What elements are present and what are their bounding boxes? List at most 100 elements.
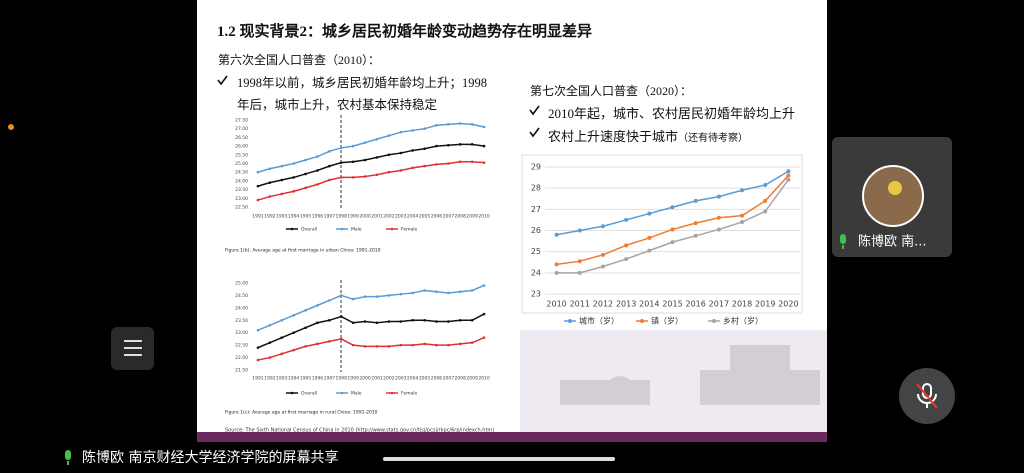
data-point [363, 158, 367, 162]
x-tick-label: 1993 [276, 214, 288, 220]
data-point [447, 320, 450, 323]
data-point [647, 211, 652, 216]
data-point [624, 257, 629, 262]
data-point [647, 235, 652, 240]
mute-icon [916, 383, 938, 409]
avatar-figure [888, 181, 902, 195]
x-tick-label: 2008 [455, 376, 467, 382]
data-point [328, 340, 331, 343]
x-tick-label: 1999 [347, 214, 359, 220]
data-point [316, 183, 319, 186]
y-tick-label: 29 [531, 163, 541, 172]
y-tick-label: 24.00 [235, 305, 248, 311]
data-point [423, 127, 426, 130]
legend-label: Male [351, 391, 362, 397]
x-tick-label: 2018 [732, 300, 752, 309]
x-tick-label: 2017 [709, 300, 729, 309]
data-point [339, 315, 343, 318]
data-point [280, 336, 284, 339]
data-point [786, 169, 791, 174]
legend-label: 乡村（岁） [723, 316, 763, 326]
data-point [339, 146, 343, 150]
data-point [339, 176, 343, 179]
x-tick-label: 2009 [466, 376, 478, 382]
y-tick-label: 22.50 [235, 205, 248, 211]
data-point [670, 240, 675, 245]
data-point [351, 160, 355, 164]
legend-marker [340, 227, 344, 231]
data-point [316, 169, 319, 172]
data-point [482, 312, 486, 316]
x-tick-label: 2011 [570, 300, 590, 309]
y-tick-label: 28 [531, 184, 541, 193]
x-tick-label: 2004 [407, 214, 419, 220]
data-point [363, 141, 367, 144]
x-tick-label: 2015 [662, 300, 682, 309]
x-tick-label: 1997 [324, 376, 336, 382]
data-point [268, 356, 272, 359]
data-point [647, 248, 652, 253]
x-tick-label: 1994 [288, 214, 300, 220]
census7-heading: 第七次全国人口普查（2020）： [530, 84, 693, 98]
x-tick-label: 2002 [383, 214, 395, 220]
x-tick-label: 2013 [616, 300, 636, 309]
legend-label: Overall [301, 391, 317, 397]
data-point [256, 328, 260, 332]
data-point [435, 144, 438, 148]
data-point [458, 342, 462, 346]
data-point [304, 186, 307, 190]
data-point [304, 172, 307, 176]
data-point [387, 294, 391, 297]
data-point [435, 163, 438, 166]
data-point [328, 178, 331, 182]
y-tick-label: 23.50 [235, 187, 248, 193]
data-point [740, 213, 745, 218]
data-point [470, 318, 474, 322]
data-point [482, 125, 486, 129]
participant-avatar [862, 165, 924, 227]
x-tick-label: 1991 [252, 376, 264, 382]
checkmarks [217, 75, 540, 138]
data-point [693, 221, 698, 226]
y-tick-label: 26.50 [235, 135, 248, 141]
mic-icon [840, 234, 846, 249]
data-point [577, 228, 582, 233]
data-point [363, 345, 367, 348]
data-point [482, 336, 486, 339]
x-tick-label: 1999 [347, 376, 359, 382]
data-point [577, 270, 582, 275]
data-point [411, 343, 414, 347]
data-point [339, 294, 343, 297]
x-tick-label: 2001 [371, 376, 383, 382]
x-tick-label: 2000 [359, 376, 371, 382]
data-point [624, 243, 629, 248]
data-point [304, 345, 307, 348]
data-point [786, 177, 791, 182]
data-point [716, 215, 721, 220]
data-point [304, 309, 307, 312]
data-point [447, 291, 450, 295]
legend-marker [390, 391, 394, 395]
data-point [387, 134, 391, 137]
data-point [435, 123, 438, 127]
data-point [423, 318, 426, 322]
data-point [256, 198, 260, 202]
y-tick-label: 26 [531, 226, 541, 235]
share-label: 陈博欧 南京财经大学经济学院的屏幕共享 [82, 449, 338, 466]
x-tick-label: 1992 [264, 214, 276, 220]
page-indicator [383, 457, 615, 461]
data-point [280, 192, 284, 196]
data-point [339, 337, 343, 341]
data-point [328, 150, 331, 153]
x-tick-label: 2006 [431, 214, 443, 220]
data-point [399, 151, 403, 155]
x-tick-label: 2000 [359, 214, 371, 220]
data-point [458, 160, 462, 164]
x-tick-label: 1996 [312, 214, 324, 220]
data-point [435, 290, 438, 294]
x-tick-label: 2006 [431, 376, 443, 382]
building-illustration [560, 345, 820, 405]
data-point [268, 195, 272, 198]
x-tick-label: 2007 [443, 376, 455, 382]
